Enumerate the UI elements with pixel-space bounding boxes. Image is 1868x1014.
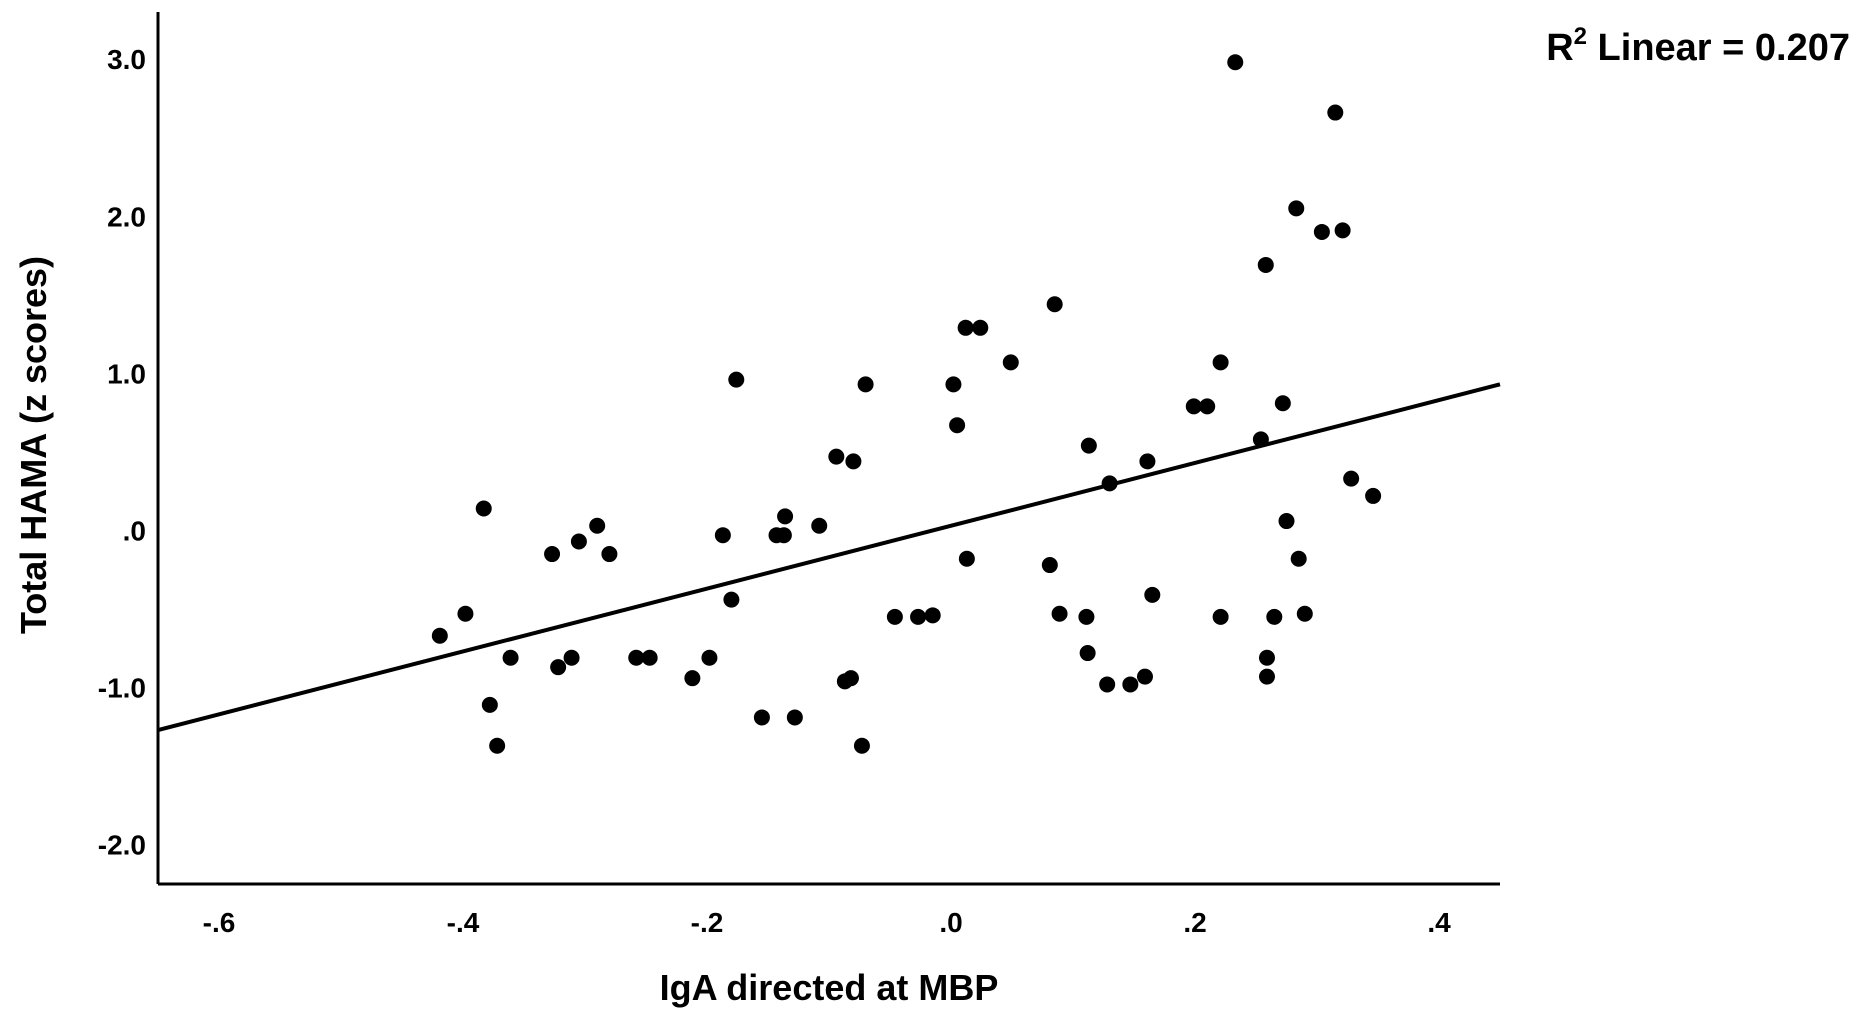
data-point <box>589 517 606 534</box>
data-point <box>1257 256 1274 273</box>
x-tick-label: .0 <box>939 907 962 938</box>
y-axis-title: Total HAMA (z scores) <box>13 256 54 634</box>
data-point <box>570 533 587 550</box>
data-point <box>1041 557 1058 574</box>
data-point <box>1080 437 1097 454</box>
data-point <box>1139 453 1156 470</box>
data-point <box>1136 668 1153 685</box>
x-ticks: -.6 -.4 -.2 .0 .2 .4 <box>203 907 1451 938</box>
data-point <box>842 670 859 687</box>
data-point <box>1212 354 1229 371</box>
data-point <box>1266 608 1283 625</box>
y-tick-label: 3.0 <box>107 44 146 75</box>
data-point <box>1290 550 1307 567</box>
x-tick-label: -.4 <box>447 907 480 938</box>
data-point <box>1051 605 1068 622</box>
data-point <box>1227 54 1244 71</box>
data-point <box>1334 222 1351 239</box>
data-point <box>544 546 561 563</box>
x-tick-label: .4 <box>1427 907 1451 938</box>
data-point <box>728 371 745 388</box>
data-point <box>1278 513 1295 530</box>
data-point <box>475 500 492 517</box>
data-point <box>753 709 770 726</box>
data-point <box>1343 470 1360 487</box>
data-point <box>945 376 962 393</box>
data-point <box>481 696 498 713</box>
r-squared-text: Linear = 0.207 <box>1587 27 1850 69</box>
data-point <box>1078 608 1095 625</box>
y-tick-label: 1.0 <box>107 358 146 389</box>
data-point <box>924 607 941 624</box>
data-point <box>502 649 519 666</box>
data-point <box>1046 296 1063 313</box>
data-point <box>489 737 506 754</box>
data-point <box>1122 676 1139 693</box>
x-tick-label: -.6 <box>203 907 236 938</box>
data-point <box>1313 223 1330 240</box>
data-point <box>1199 398 1216 415</box>
data-point <box>1274 395 1291 412</box>
data-point <box>701 649 718 666</box>
data-point <box>857 376 874 393</box>
data-point <box>1185 398 1202 415</box>
fit-line <box>157 382 1501 732</box>
y-ticks: -2.0 -1.0 .0 1.0 2.0 3.0 <box>98 44 146 861</box>
data-point <box>1099 676 1116 693</box>
data-point <box>910 608 927 625</box>
data-point <box>714 527 731 544</box>
data-point <box>786 709 803 726</box>
data-point <box>1296 605 1313 622</box>
data-point <box>1002 354 1019 371</box>
data-point <box>845 453 862 470</box>
data-point <box>550 659 567 676</box>
data-point <box>723 591 740 608</box>
data-point <box>949 417 966 434</box>
x-axis-title: IgA directed at MBP <box>660 967 999 1008</box>
x-tick-label: -.2 <box>691 907 724 938</box>
data-point <box>1079 645 1096 662</box>
data-point <box>1365 487 1382 504</box>
y-tick-label: -2.0 <box>98 830 146 861</box>
r-squared-r: R <box>1546 27 1573 69</box>
data-point <box>684 670 701 687</box>
y-tick-label: .0 <box>123 515 146 546</box>
data-point <box>601 546 618 563</box>
data-point <box>1258 649 1275 666</box>
data-point <box>1212 608 1229 625</box>
data-point <box>431 627 448 644</box>
data-point <box>563 649 580 666</box>
data-point <box>958 550 975 567</box>
data-point <box>972 319 989 336</box>
data-point <box>828 448 845 465</box>
data-points <box>431 54 1382 754</box>
data-point <box>1144 586 1161 603</box>
data-point <box>628 649 645 666</box>
data-point <box>1327 104 1344 121</box>
x-tick-label: .2 <box>1183 907 1206 938</box>
data-point <box>853 737 870 754</box>
data-point <box>886 608 903 625</box>
r-squared-superscript: 2 <box>1574 23 1587 50</box>
data-point <box>641 649 658 666</box>
data-point <box>1258 668 1275 685</box>
y-tick-label: -1.0 <box>98 673 146 704</box>
r-squared-annotation: R2 Linear = 0.207 <box>1546 23 1850 69</box>
data-point <box>457 605 474 622</box>
data-point <box>957 319 974 336</box>
data-point <box>811 517 828 534</box>
data-point <box>1288 200 1305 217</box>
y-tick-label: 2.0 <box>107 201 146 232</box>
data-point <box>777 508 794 525</box>
data-point <box>775 527 792 544</box>
